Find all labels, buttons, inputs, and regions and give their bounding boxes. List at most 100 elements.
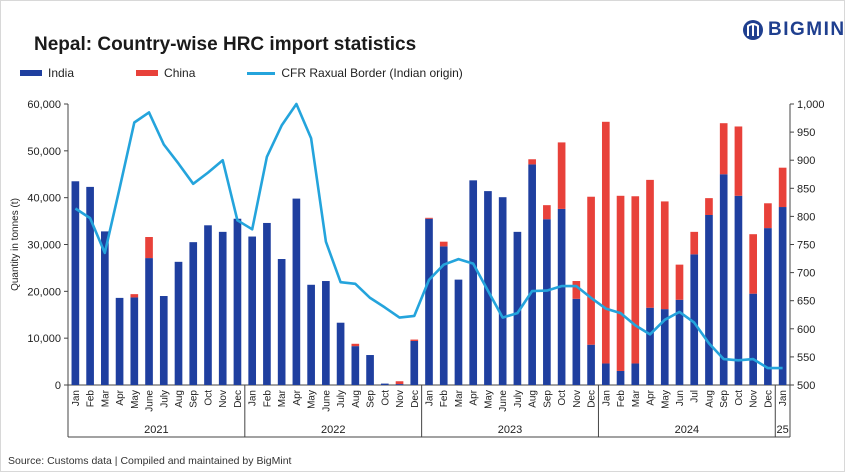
bar-india — [454, 279, 463, 385]
year-label: 2024 — [675, 424, 699, 436]
x-tick-label: Nov — [749, 390, 760, 408]
x-tick-label: May — [660, 390, 671, 409]
bar-china — [705, 198, 713, 215]
bar-india — [159, 296, 168, 385]
x-tick-label: Dec — [587, 390, 598, 408]
bar-india — [263, 222, 271, 385]
line-cfr-raxual — [74, 102, 783, 370]
bar-china — [631, 196, 640, 364]
x-tick-label: Mar — [454, 389, 465, 407]
bar-india — [660, 309, 669, 385]
bar-china — [601, 121, 610, 364]
bar-china — [764, 203, 772, 229]
x-tick-label: Aug — [528, 390, 539, 408]
bar-china — [130, 294, 139, 298]
x-tick-label: July — [513, 390, 524, 408]
bar-china — [675, 264, 684, 300]
y-tick-label-left: 40,000 — [27, 193, 61, 205]
x-tick-label: Oct — [380, 390, 391, 406]
bar-india — [86, 186, 94, 385]
x-tick-label: Sep — [366, 390, 377, 408]
chart-legend: India China CFR Raxual Border (Indian or… — [20, 66, 485, 80]
year-label: 25 — [777, 424, 789, 436]
legend-item-cfr: CFR Raxual Border (Indian origin) — [247, 66, 463, 80]
x-tick-label: Jun — [675, 390, 686, 406]
x-tick-label: Aug — [704, 390, 715, 408]
x-tick-label: June — [498, 390, 509, 412]
x-tick-label: Oct — [734, 390, 745, 406]
x-tick-label: Jan — [248, 390, 259, 406]
x-tick-label: Mar — [277, 389, 288, 407]
bar-china — [690, 231, 699, 255]
x-tick-label: Feb — [86, 390, 97, 408]
bar-india — [587, 344, 595, 385]
bar-china — [395, 381, 404, 385]
bar-india — [351, 346, 360, 385]
x-tick-label: May — [483, 390, 494, 409]
x-tick-label: Jan — [601, 390, 612, 406]
x-tick-label: May — [130, 390, 141, 409]
y-tick-label-right: 900 — [797, 155, 815, 167]
y-tick-label-left: 30,000 — [27, 240, 61, 252]
x-tick-label: June — [321, 390, 332, 412]
bar-china — [734, 126, 743, 196]
bar-india — [572, 298, 581, 385]
year-label: 2023 — [498, 424, 522, 436]
y-tick-label-right: 650 — [797, 296, 815, 308]
y-tick-label-right: 550 — [797, 352, 815, 364]
x-tick-label: Dec — [763, 390, 774, 408]
chart-title: Nepal: Country-wise HRC import statistic… — [34, 34, 417, 55]
x-tick-label: Jul — [690, 390, 701, 403]
bar-india — [749, 293, 757, 385]
bar-india — [322, 281, 330, 385]
bar-india — [764, 228, 772, 385]
bar-india — [616, 370, 625, 385]
bar-china — [410, 339, 419, 341]
bar-india — [248, 236, 257, 385]
y-tick-label-left: 0 — [55, 380, 61, 392]
bar-india — [218, 231, 227, 385]
x-tick-label: Mar — [100, 389, 111, 407]
bar-india — [145, 258, 153, 385]
logo-text: BIGMINT — [768, 19, 845, 40]
x-tick-label: Nov — [572, 390, 583, 408]
legend-label-india: India — [48, 66, 75, 80]
bar-india — [734, 195, 743, 385]
bar-china — [528, 159, 536, 165]
x-tick-label: Jan — [778, 390, 789, 406]
bar-india — [439, 246, 448, 385]
x-tick-label: June — [145, 390, 156, 412]
y-tick-label-right: 1,000 — [797, 99, 825, 111]
legend-label-china: China — [164, 66, 196, 80]
bar-india — [71, 181, 80, 385]
source-note: Source: Customs data | Compiled and main… — [8, 455, 292, 467]
x-tick-label: Oct — [203, 390, 214, 406]
bar-china — [543, 205, 551, 220]
year-label: 2022 — [321, 424, 345, 436]
bar-china — [572, 281, 581, 299]
bar-india — [277, 259, 286, 385]
x-tick-label: Feb — [616, 390, 627, 408]
bar-india — [410, 340, 419, 385]
bar-india — [380, 383, 389, 385]
bar-india — [366, 355, 374, 385]
x-tick-label: Nov — [395, 390, 406, 408]
bar-india — [174, 261, 183, 385]
bar-china — [587, 196, 595, 345]
x-tick-label: Jan — [425, 390, 436, 406]
y-tick-label-left: 10,000 — [27, 333, 61, 345]
legend-item-china: China — [136, 66, 195, 80]
y-tick-label-right: 950 — [797, 127, 815, 139]
x-tick-label: Mar — [631, 389, 642, 407]
bigmint-logo-icon — [743, 20, 763, 40]
bar-india — [675, 299, 684, 385]
bar-india — [307, 284, 315, 385]
bar-china — [778, 167, 787, 208]
bar-india — [204, 225, 212, 385]
x-tick-label: Dec — [233, 390, 244, 408]
bar-china — [439, 241, 448, 247]
x-tick-label: Oct — [557, 390, 568, 406]
bar-india — [336, 322, 345, 385]
bar-china — [557, 142, 566, 209]
x-tick-label: Sep — [189, 390, 200, 408]
